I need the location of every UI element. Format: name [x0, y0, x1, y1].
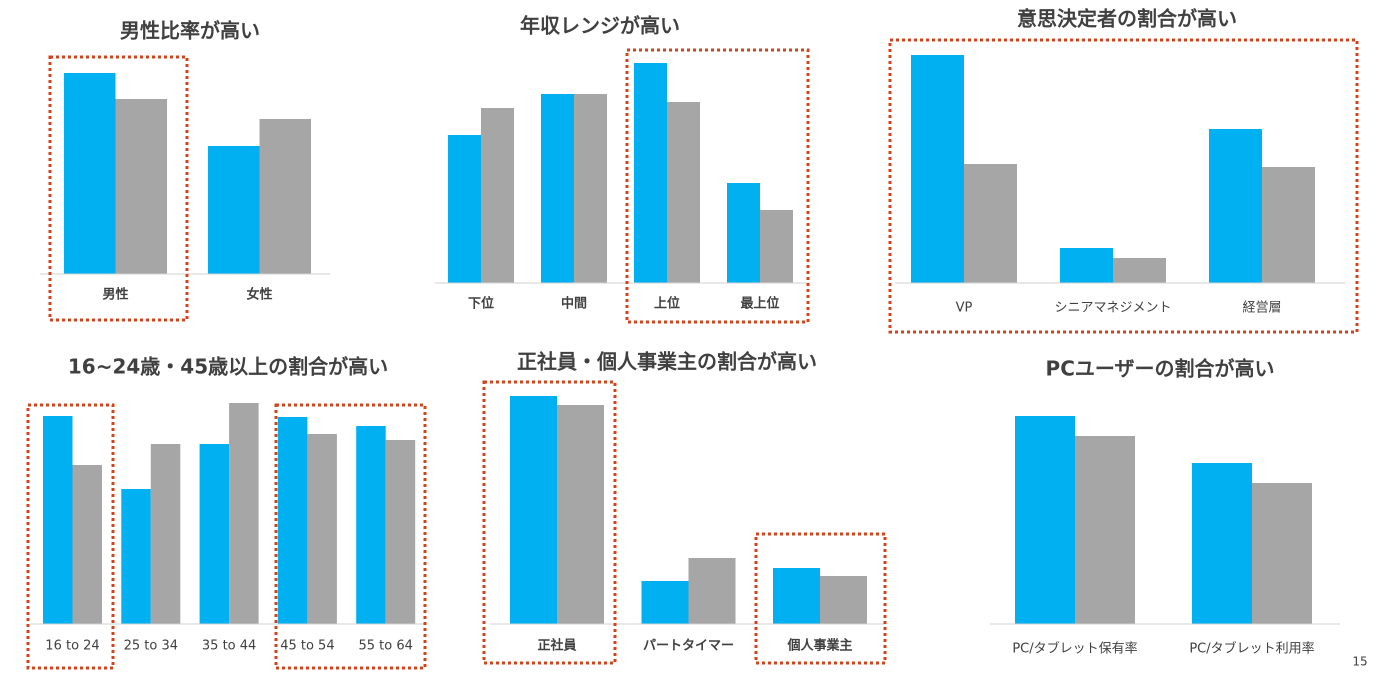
bar	[773, 568, 820, 624]
x-tick-label: パートタイマー	[643, 639, 734, 654]
bar	[911, 55, 964, 283]
x-tick-label: 経営層	[1242, 301, 1281, 316]
highlight-box	[26, 403, 115, 670]
bar	[277, 417, 308, 624]
highlight-box	[48, 55, 189, 322]
bar	[641, 581, 689, 624]
bar	[259, 119, 311, 274]
x-tick-label: 55 to 64	[358, 639, 412, 654]
x-tick-label: VP	[956, 301, 973, 316]
bar	[199, 444, 230, 624]
chart-title: 16~24歳・45歳以上の割合が高い	[68, 355, 388, 379]
bar	[557, 405, 604, 624]
x-tick-label: 上位	[654, 296, 680, 312]
chart-title: PCユーザーの割合が高い	[1046, 357, 1275, 381]
highlight-box	[625, 48, 810, 324]
bar	[820, 576, 867, 624]
highlight-box	[888, 38, 1359, 334]
bar	[448, 135, 481, 283]
highlight-box	[274, 403, 427, 670]
bar	[541, 94, 574, 283]
bar	[43, 416, 73, 624]
bar	[1252, 483, 1312, 624]
chart-title: 正社員・個人事業主の割合が高い	[517, 350, 817, 374]
x-tick-label: シニアマネジメント	[1054, 301, 1171, 316]
bar	[1075, 436, 1135, 624]
bar	[121, 489, 151, 624]
bar	[1113, 258, 1166, 283]
x-tick-label: 25 to 34	[124, 639, 178, 654]
bar	[64, 73, 116, 274]
bar	[727, 183, 760, 283]
x-tick-label: 女性	[246, 287, 272, 303]
bar	[964, 164, 1017, 283]
bar	[760, 210, 793, 283]
chart-title: 男性比率が高い	[120, 19, 260, 43]
bar	[307, 434, 337, 624]
x-tick-label: 最上位	[740, 296, 779, 312]
x-tick-label: PC/タブレット保有率	[1012, 641, 1137, 657]
bar	[1015, 416, 1075, 624]
highlight-box	[754, 532, 887, 665]
bar	[385, 440, 416, 624]
x-tick-label: 男性	[102, 287, 128, 303]
chart-title: 年収レンジが高い	[520, 14, 680, 38]
x-tick-label: 個人事業主	[786, 638, 852, 654]
x-tick-label: 35 to 44	[202, 639, 256, 654]
bar	[574, 94, 607, 283]
highlight-box	[482, 380, 617, 665]
bar	[481, 108, 514, 283]
x-tick-label: PC/タブレット利用率	[1189, 641, 1314, 657]
x-tick-label: 下位	[468, 296, 494, 312]
x-tick-label: 45 to 54	[280, 639, 334, 654]
page-number: 15	[1352, 655, 1367, 669]
bar	[208, 146, 260, 274]
bar	[1192, 463, 1252, 624]
bar	[229, 403, 259, 624]
bar	[1209, 129, 1262, 283]
bar	[1262, 167, 1315, 283]
bar	[688, 558, 736, 624]
bar	[634, 63, 667, 283]
bar	[150, 444, 181, 624]
x-tick-label: 正社員	[537, 638, 576, 654]
bar	[72, 465, 102, 624]
bar	[667, 102, 700, 283]
chart-title: 意思決定者の割合が高い	[1017, 7, 1237, 31]
bar	[1060, 248, 1113, 283]
bar	[356, 426, 386, 624]
x-tick-label: 16 to 24	[45, 639, 99, 654]
bar	[115, 99, 167, 274]
x-tick-label: 中間	[561, 296, 587, 312]
bar	[510, 396, 557, 624]
